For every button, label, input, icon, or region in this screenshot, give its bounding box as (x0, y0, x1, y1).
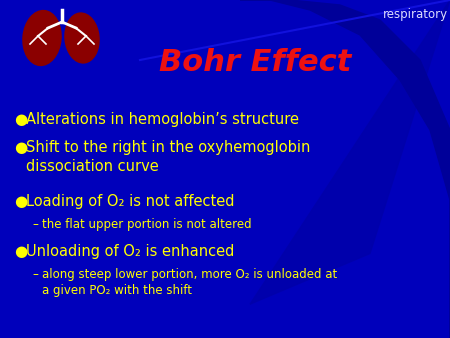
Text: the flat upper portion is not altered: the flat upper portion is not altered (42, 218, 252, 231)
Text: Alterations in hemoglobin’s structure: Alterations in hemoglobin’s structure (26, 112, 299, 127)
Text: –: – (32, 218, 38, 231)
Ellipse shape (65, 13, 99, 63)
Text: respiratory: respiratory (383, 8, 448, 21)
Text: ●: ● (14, 140, 27, 155)
Text: Shift to the right in the oxyhemoglobin
dissociation curve: Shift to the right in the oxyhemoglobin … (26, 140, 310, 174)
Text: Bohr Effect: Bohr Effect (159, 48, 351, 77)
Text: ●: ● (14, 194, 27, 209)
Text: Unloading of O₂ is enhanced: Unloading of O₂ is enhanced (26, 244, 234, 259)
Text: Loading of O₂ is not affected: Loading of O₂ is not affected (26, 194, 234, 209)
Text: –: – (32, 268, 38, 281)
Text: ●: ● (14, 244, 27, 259)
Text: ●: ● (14, 112, 27, 127)
Polygon shape (240, 0, 450, 338)
Text: along steep lower portion, more O₂ is unloaded at
a given PO₂ with the shift: along steep lower portion, more O₂ is un… (42, 268, 337, 297)
Ellipse shape (23, 10, 61, 66)
Polygon shape (250, 0, 450, 304)
